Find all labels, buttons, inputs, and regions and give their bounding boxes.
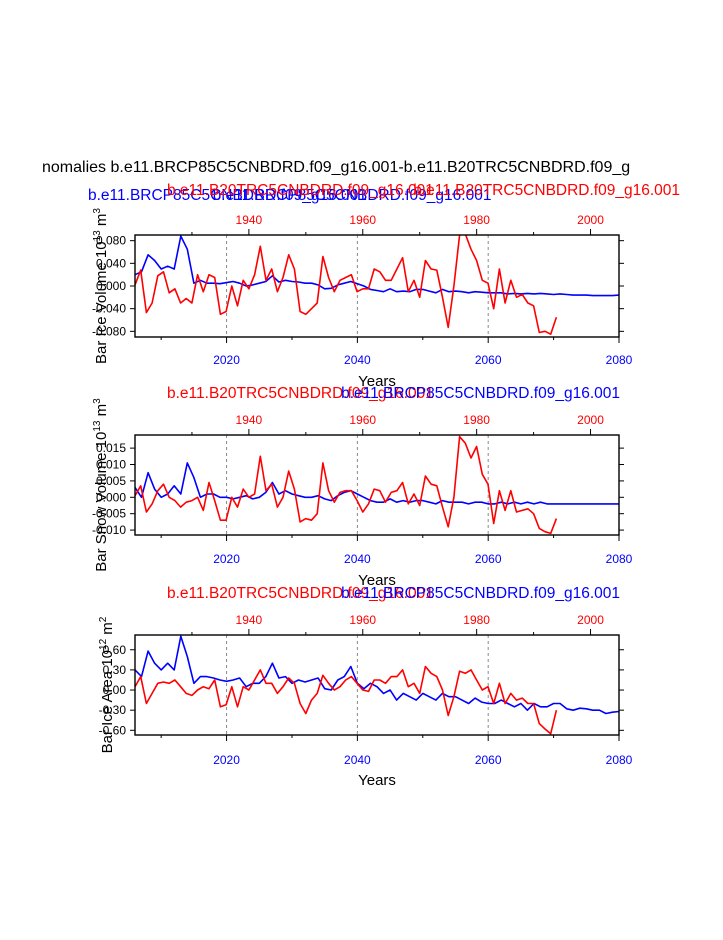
chart-panel-3: b.e11.B20TRC5CNBDRD.f09_g16.001b.e11.BRC…	[98, 585, 633, 789]
y-axis-label-exponent: 2	[98, 616, 109, 622]
chart-title: b.e11.B20TRC5CNBDRD.f09_g16.001	[167, 385, 434, 402]
x-tick-label-top: 1960	[349, 213, 376, 227]
series-line-rcp85	[135, 235, 619, 297]
y-axis-label-part: Bar Ice Volume 10	[93, 241, 110, 364]
chart-title: b.e11.B20TRC5CNBDRD.f09_g16.001	[413, 182, 680, 199]
series-line-b20tr	[135, 235, 558, 336]
x-tick-label-bottom: 2040	[344, 353, 371, 367]
chart-title: b.e11.BRCP85C5CNBDRD.f09_g16.001	[213, 187, 492, 204]
plot-frame	[134, 634, 620, 736]
x-tick-label-bottom: 2040	[344, 753, 371, 767]
x-tick-label-top: 1960	[349, 413, 376, 427]
y-tick-label: 0.30	[103, 663, 127, 677]
y-tick-label: 0.60	[103, 643, 127, 657]
x-tick-label-top: 2000	[577, 613, 604, 627]
y-axis-label-exponent: 12	[98, 638, 109, 650]
y-axis-label-part: m	[93, 214, 110, 231]
x-axis-label: Years	[358, 572, 396, 589]
y-tick-label: 0.040	[96, 256, 126, 270]
x-axis-label: Years	[358, 373, 396, 390]
x-tick-label-bottom: 2040	[344, 552, 371, 566]
y-tick-label: 0.00	[103, 683, 127, 697]
plot-frame	[134, 234, 620, 338]
chart-title: b.e11.B20TRC5CNBDRD.f09_g16.001	[167, 585, 434, 602]
y-axis-label-part: m	[99, 622, 116, 639]
x-tick-label-bottom: 2060	[475, 353, 502, 367]
x-tick-label-top: 1960	[349, 613, 376, 627]
x-tick-label-top: 2000	[577, 413, 604, 427]
x-tick-label-top: 2000	[577, 213, 604, 227]
chart-title: b.e11.BRCP85C5CNBDRD.f09_g16.001	[341, 585, 620, 602]
x-tick-label-top: 1940	[236, 413, 263, 427]
chart-title: b.e11.B20TRC5CNBDRD.f09_g16.001	[167, 182, 434, 199]
y-axis-label-part: Bar Ice Area 10	[99, 650, 116, 753]
x-tick-label-bottom: 2060	[475, 552, 502, 566]
x-tick-label-bottom: 2080	[606, 353, 633, 367]
chart-panel-1: b.e11.BRCP85C5CNBDRD.f09_g16.001b.e11.BR…	[88, 182, 680, 390]
y-axis-label-exponent: 13	[92, 230, 103, 242]
x-tick-label-top: 1980	[463, 213, 490, 227]
x-tick-label-top: 1940	[236, 213, 263, 227]
y-tick-label: 0.000	[96, 490, 126, 504]
x-tick-label-top: 1980	[463, 613, 490, 627]
y-axis-label: Bar Snow Volume 1013 m3	[92, 398, 110, 572]
series-line-rcp85	[135, 462, 619, 505]
x-tick-label-top: 1940	[236, 613, 263, 627]
y-tick-label: -0.60	[99, 723, 127, 737]
series-line-b20tr	[135, 665, 558, 735]
y-tick-label: -0.040	[92, 302, 126, 316]
y-tick-label: 0.000	[96, 279, 126, 293]
series-line-rcp85	[135, 635, 619, 715]
y-tick-label: 0.080	[96, 234, 126, 248]
chart-title: b.e11.BRCP85C5CNBDRD.f09_g16.001	[341, 385, 620, 402]
y-tick-label: -0.010	[92, 523, 126, 537]
y-tick-label: -0.080	[92, 324, 126, 338]
y-axis-label: Bar Ice Volume 1013 m3	[92, 208, 110, 364]
x-tick-label-bottom: 2020	[213, 753, 240, 767]
y-tick-label: -0.30	[99, 703, 127, 717]
x-axis-label: Years	[358, 772, 396, 789]
plot-frame	[134, 434, 620, 536]
y-axis-label-part: Bar Snow Volume 10	[93, 432, 110, 572]
y-tick-label: 0.015	[96, 441, 126, 455]
y-axis-label-exponent: 13	[92, 420, 103, 432]
y-axis-label-exponent: 3	[92, 208, 103, 214]
x-tick-label-bottom: 2060	[475, 753, 502, 767]
y-axis-label: Bar Ice Area 1012 m2	[98, 616, 116, 753]
y-tick-label: 0.005	[96, 474, 126, 488]
chart-title: b.e11.BRCP85C5CNBDRD.f09_g16.001	[88, 187, 367, 204]
x-tick-label-top: 1980	[463, 413, 490, 427]
y-tick-label: 0.010	[96, 458, 126, 472]
y-axis-label-exponent: 3	[92, 398, 103, 404]
chart-panel-2: b.e11.B20TRC5CNBDRD.f09_g16.001b.e11.BRC…	[92, 385, 633, 589]
y-axis-label-part: m	[93, 404, 110, 421]
x-tick-label-bottom: 2080	[606, 552, 633, 566]
page-title: nomalies b.e11.BRCP85C5CNBDRD.f09_g16.00…	[42, 159, 630, 176]
x-tick-label-bottom: 2080	[606, 753, 633, 767]
x-tick-label-bottom: 2020	[213, 353, 240, 367]
series-line-b20tr	[135, 435, 558, 535]
x-tick-label-bottom: 2020	[213, 552, 240, 566]
y-tick-label: -0.005	[92, 507, 126, 521]
